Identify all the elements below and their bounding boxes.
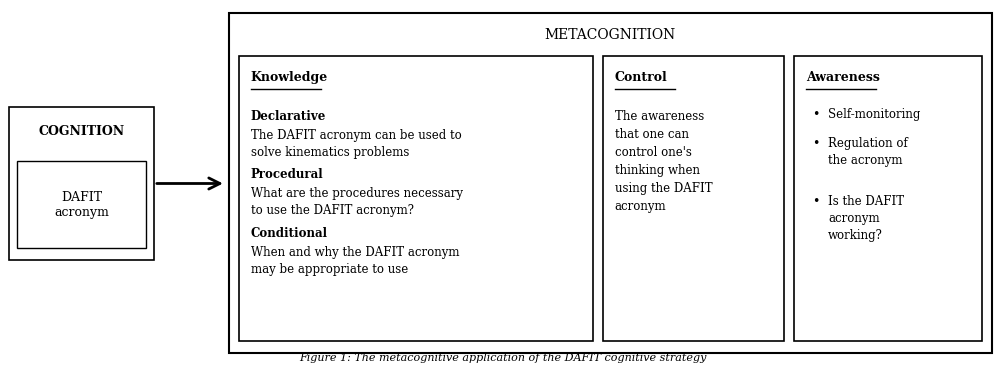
Text: Control: Control (615, 71, 667, 84)
Text: COGNITION: COGNITION (38, 125, 125, 138)
Text: Conditional: Conditional (250, 227, 328, 240)
Text: Is the DAFIT
acronym
working?: Is the DAFIT acronym working? (828, 195, 904, 242)
Text: The DAFIT acronym can be used to
solve kinematics problems: The DAFIT acronym can be used to solve k… (250, 129, 462, 159)
FancyBboxPatch shape (228, 13, 992, 353)
Text: Awareness: Awareness (806, 71, 880, 84)
Text: Knowledge: Knowledge (250, 71, 328, 84)
Text: What are the procedures necessary
to use the DAFIT acronym?: What are the procedures necessary to use… (250, 187, 463, 217)
Text: Self-monitoring: Self-monitoring (828, 108, 920, 120)
Text: •: • (812, 108, 820, 120)
Text: METACOGNITION: METACOGNITION (544, 28, 676, 42)
FancyBboxPatch shape (794, 56, 982, 341)
FancyBboxPatch shape (9, 107, 154, 260)
Text: Figure 1: The metacognitive application of the DAFIT cognitive strategy: Figure 1: The metacognitive application … (300, 352, 706, 363)
FancyBboxPatch shape (17, 161, 146, 249)
FancyBboxPatch shape (603, 56, 785, 341)
Text: Regulation of
the acronym: Regulation of the acronym (828, 137, 907, 167)
Text: When and why the DAFIT acronym
may be appropriate to use: When and why the DAFIT acronym may be ap… (250, 246, 459, 276)
Text: The awareness
that one can
control one's
thinking when
using the DAFIT
acronym: The awareness that one can control one's… (615, 109, 712, 213)
Text: DAFIT
acronym: DAFIT acronym (54, 191, 109, 219)
Text: •: • (812, 137, 820, 150)
Text: •: • (812, 195, 820, 208)
FancyBboxPatch shape (238, 56, 593, 341)
Text: Procedural: Procedural (250, 168, 323, 181)
Text: Declarative: Declarative (250, 109, 326, 123)
